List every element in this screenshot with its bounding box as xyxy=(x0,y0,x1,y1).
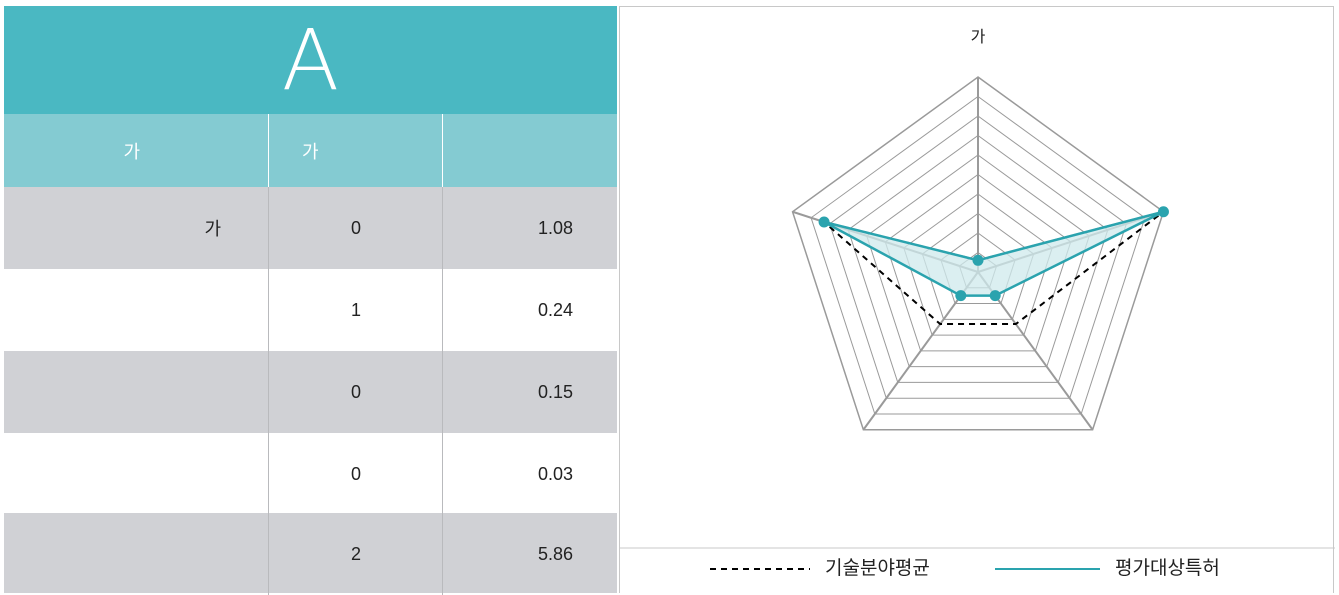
grid-ring xyxy=(884,173,1072,352)
axis-label: 가 xyxy=(971,27,986,46)
row-count: 2 xyxy=(268,513,442,595)
data-point xyxy=(955,290,967,302)
table-row: 0 0.03 xyxy=(4,433,617,515)
row-value: 0.24 xyxy=(442,269,617,351)
table-row: 가 0 1.08 xyxy=(4,187,617,269)
row-value: 1.08 xyxy=(442,187,617,269)
row-count: 1 xyxy=(268,269,442,351)
row-label xyxy=(4,269,268,351)
table-row: 0 0.15 xyxy=(4,351,617,433)
row-label xyxy=(4,513,268,595)
row-label: 가 xyxy=(204,219,221,240)
row-count: 0 xyxy=(268,433,442,515)
table-row: 1 0.24 xyxy=(4,269,617,351)
grid-ring xyxy=(791,76,1165,431)
grid-ring xyxy=(903,193,1053,336)
row-value: 5.86 xyxy=(442,513,617,595)
series-line-2 xyxy=(823,210,1165,297)
data-point xyxy=(972,254,984,266)
row-count: 0 xyxy=(268,187,442,269)
table-title: A xyxy=(4,6,617,114)
grid-ring xyxy=(866,154,1090,368)
row-value: 0.15 xyxy=(442,351,617,433)
row-label xyxy=(4,351,268,433)
row-count: 0 xyxy=(268,351,442,433)
column-header-3 xyxy=(442,114,617,187)
table-row: 2 5.86 xyxy=(4,513,617,595)
column-header-2: 가 xyxy=(268,114,442,187)
data-point xyxy=(1157,206,1169,218)
legend-label-2: 평가대상특허 xyxy=(1115,557,1220,579)
row-label xyxy=(4,433,268,515)
row-value: 0.03 xyxy=(442,433,617,515)
data-point xyxy=(989,290,1001,302)
grid-ring xyxy=(810,95,1146,415)
legend-label-1: 기술분야평균 xyxy=(825,557,930,579)
data-point xyxy=(818,216,830,228)
grid-ring xyxy=(829,115,1127,399)
column-header-1: 가 xyxy=(4,114,268,187)
grid-ring xyxy=(847,134,1109,383)
data-table: A 가 가 가 0 1.08 1 0.24 0 0.15 0 0.03 2 5.… xyxy=(4,6,617,595)
